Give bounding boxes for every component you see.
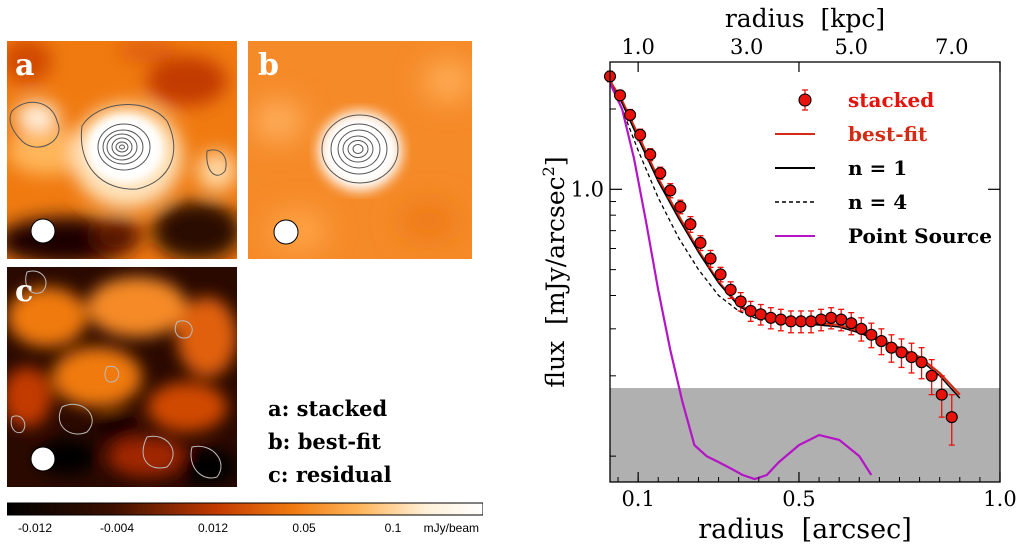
x-tick-label: 1.0 [983, 487, 1016, 511]
y-axis-label: flux [mJy/arcsec2] [539, 156, 570, 387]
x-tick-label: 0.5 [782, 487, 815, 511]
stacked-data-point [875, 328, 888, 356]
panel-letter: c [15, 274, 34, 309]
svg-text:n = 1: n = 1 [848, 156, 907, 180]
stacked-data-point [935, 375, 948, 418]
legend-item-best-fit: best-fit [775, 122, 928, 146]
stacked-data-point [674, 199, 687, 215]
stacked-data-point [815, 308, 828, 332]
stacked-data-point [915, 347, 928, 380]
stacked-data-point [845, 311, 858, 336]
stacked-data-point [825, 307, 838, 330]
stacked-data-point [764, 307, 777, 330]
panel-legend-item-c: c: residual [268, 462, 392, 487]
stacked-data-point [684, 215, 697, 233]
panel-c-image [7, 267, 237, 487]
panel-c-residual: c [7, 267, 237, 487]
svg-text:best-fit: best-fit [848, 122, 928, 146]
panel-legend-item-b: b: best-fit [268, 429, 381, 454]
colorbar-tick-label: 0.05 [292, 521, 316, 535]
stacked-data-point [734, 291, 747, 312]
top-tick-label: 3.0 [730, 35, 763, 59]
panel-b-best-fit: b [248, 41, 472, 259]
stacked-data-point [895, 338, 908, 369]
stacked-data-point [744, 300, 757, 323]
stacked-data-point [945, 394, 958, 446]
y-axis-label-main: flux [mJy/arcsec [541, 176, 570, 387]
stacked-data-point [644, 148, 657, 162]
panel-b-image [248, 41, 472, 259]
series-line-point-source [610, 82, 873, 481]
x-tick-label: 0.1 [621, 487, 654, 511]
stacked-data-point [885, 334, 898, 363]
noise-level-shade [610, 388, 1000, 482]
stacked-data-point [794, 310, 808, 334]
colorbar: -0.012 -0.004 0.012 0.05 0.1 mJy/beam [7, 500, 483, 540]
x-axis-label: radius [arcsec] [698, 514, 911, 545]
stacked-data-point [724, 281, 737, 300]
stacked-data-point [855, 317, 868, 342]
legend-item-n-4: n = 4 [775, 190, 907, 214]
colorbar-tick-label: 0.1 [385, 521, 402, 535]
colorbar-tick-label: 0.012 [198, 521, 228, 535]
stacked-data-point [624, 108, 637, 122]
beam-circle-a [30, 218, 56, 244]
colorbar-tick-label: -0.012 [18, 521, 52, 535]
stacked-data-point [704, 249, 717, 268]
stacked-data-point [694, 235, 707, 252]
y-axis-label-sup: 2 [539, 166, 558, 176]
top-tick-label: 5.0 [835, 35, 868, 59]
plot-frame [609, 61, 1001, 483]
panel-legend-item-a: a: stacked [268, 396, 388, 421]
stacked-data-point [905, 342, 918, 374]
legend-item-point-source: Point Source [775, 224, 992, 248]
panel-letter: b [258, 48, 279, 83]
panel-a-stacked: a [7, 41, 237, 259]
y-axis-label-close: ] [541, 156, 570, 166]
panel-legend: a: stacked b: best-fit c: residual [268, 392, 392, 491]
top-axis-label: radius [kpc] [725, 4, 885, 33]
legend-item-stacked: stacked [798, 88, 934, 112]
top-tick-label: 7.0 [935, 35, 968, 59]
y-tick-label: 1.0 [571, 177, 604, 201]
colorbar-gradient [7, 502, 483, 516]
beam-circle-b [273, 219, 299, 245]
colorbar-unit-label: mJy/beam [424, 521, 479, 535]
top-tick-label: 1.0 [621, 35, 654, 59]
colorbar-svg: -0.012 -0.004 0.012 0.05 0.1 mJy/beam [7, 502, 483, 535]
colorbar-tick-label: -0.004 [100, 521, 134, 535]
stacked-data-point [634, 128, 647, 142]
stacked-data-point [654, 166, 667, 180]
panel-a-image [7, 41, 237, 259]
stacked-data-point [784, 310, 797, 334]
flux-profile-chart: 0.1 0.5 1.0 1.0 3.0 5.0 7.0 1.0 stacked best-fit… [539, 4, 1017, 545]
stacked-data-point [754, 303, 767, 326]
svg-text:stacked: stacked [848, 88, 934, 112]
beam-circle-c [30, 446, 56, 472]
svg-text:n = 4: n = 4 [848, 190, 907, 214]
stacked-data-point [925, 358, 938, 396]
stacked-data-point [865, 322, 878, 349]
panel-letter: a [15, 48, 35, 83]
legend-item-n-1: n = 1 [775, 156, 907, 180]
stacked-data-point [804, 310, 818, 334]
stacked-data-point [835, 308, 848, 332]
stacked-data-point [664, 183, 677, 199]
stacked-data-point [714, 266, 727, 283]
stacked-data-point [614, 89, 627, 102]
stacked-data-point [774, 308, 787, 332]
svg-text:Point Source: Point Source [848, 224, 992, 248]
